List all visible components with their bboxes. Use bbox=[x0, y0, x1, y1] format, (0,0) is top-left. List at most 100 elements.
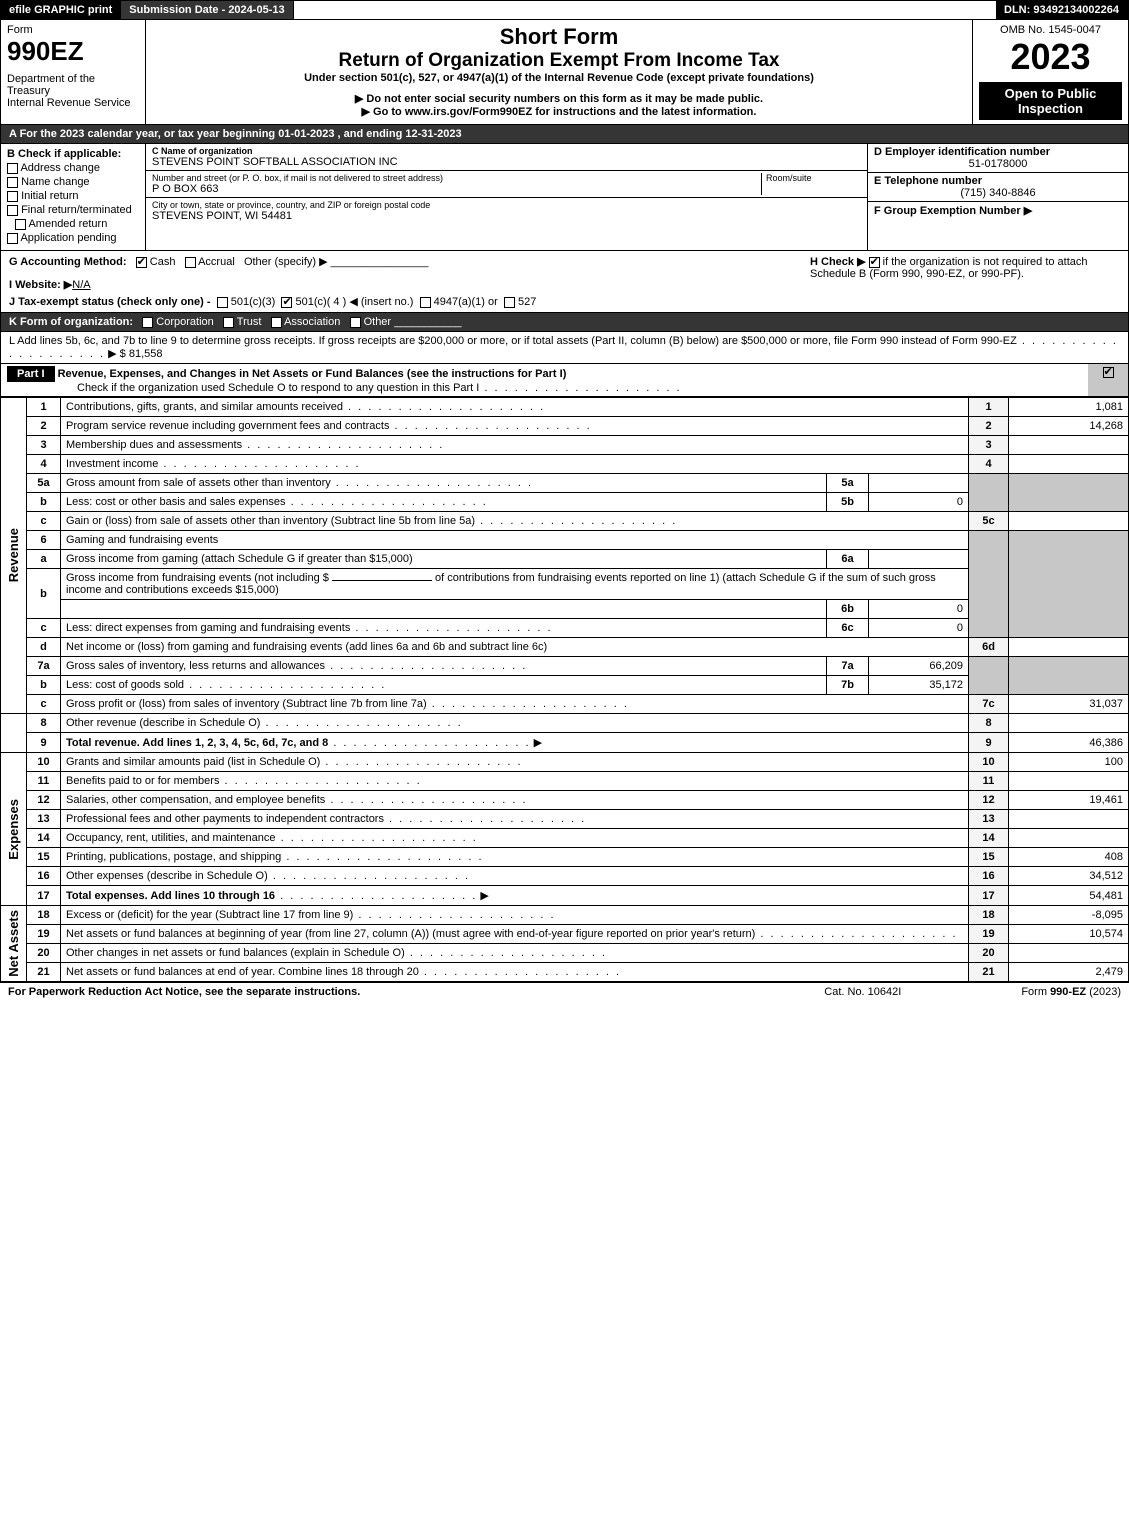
sub-6c: 6c bbox=[827, 619, 869, 638]
lbl-address-change: Address change bbox=[20, 162, 100, 174]
t-5b: Less: cost or other basis and sales expe… bbox=[66, 496, 286, 508]
ln-1: 1 bbox=[27, 398, 61, 417]
num-19: 19 bbox=[969, 925, 1009, 944]
ln-8: 8 bbox=[27, 714, 61, 733]
form-word: Form bbox=[7, 24, 139, 36]
num-18: 18 bbox=[969, 906, 1009, 925]
num-3: 3 bbox=[969, 436, 1009, 455]
t-13: Professional fees and other payments to … bbox=[66, 813, 384, 825]
chk-app-pending[interactable] bbox=[7, 233, 18, 244]
part1-check-text: Check if the organization used Schedule … bbox=[7, 382, 479, 394]
chk-amended-return[interactable] bbox=[15, 219, 26, 230]
chk-address-change[interactable] bbox=[7, 163, 18, 174]
org-city: STEVENS POINT, WI 54481 bbox=[152, 210, 861, 222]
num-8: 8 bbox=[969, 714, 1009, 733]
val-7b: 35,172 bbox=[869, 676, 969, 695]
amt-2: 14,268 bbox=[1009, 417, 1129, 436]
val-6a bbox=[869, 550, 969, 569]
c-name-label: C Name of organization bbox=[152, 146, 861, 156]
amt-19: 10,574 bbox=[1009, 925, 1129, 944]
room-suite-label: Room/suite bbox=[761, 173, 861, 195]
sub-7a: 7a bbox=[827, 657, 869, 676]
num-13: 13 bbox=[969, 810, 1009, 829]
chk-501c[interactable] bbox=[281, 297, 292, 308]
amt-1: 1,081 bbox=[1009, 398, 1129, 417]
footer-left: For Paperwork Reduction Act Notice, see … bbox=[8, 986, 360, 998]
chk-corp[interactable] bbox=[142, 317, 153, 328]
ln-6b: b bbox=[27, 569, 61, 619]
t-7c: Gross profit or (loss) from sales of inv… bbox=[66, 698, 427, 710]
chk-501c3[interactable] bbox=[217, 297, 228, 308]
form-code: 990EZ bbox=[7, 36, 139, 67]
no-ssn-note: ▶ Do not enter social security numbers o… bbox=[152, 92, 966, 105]
sub-5a: 5a bbox=[827, 474, 869, 493]
val-6b: 0 bbox=[869, 600, 969, 619]
c-street-label: Number and street (or P. O. box, if mail… bbox=[152, 173, 761, 183]
amt-9: 46,386 bbox=[1009, 733, 1129, 753]
num-20: 20 bbox=[969, 944, 1009, 963]
rot-revenue: Revenue bbox=[6, 528, 21, 582]
chk-other-org[interactable] bbox=[350, 317, 361, 328]
amt-12: 19,461 bbox=[1009, 791, 1129, 810]
under-section: Under section 501(c), 527, or 4947(a)(1)… bbox=[152, 72, 966, 84]
chk-cash[interactable] bbox=[136, 257, 147, 268]
t-20: Other changes in net assets or fund bala… bbox=[66, 947, 405, 959]
ln-3: 3 bbox=[27, 436, 61, 455]
t-9: Total revenue. Add lines 1, 2, 3, 4, 5c,… bbox=[66, 737, 328, 749]
t-15: Printing, publications, postage, and shi… bbox=[66, 851, 281, 863]
num-21: 21 bbox=[969, 963, 1009, 982]
t-8: Other revenue (describe in Schedule O) bbox=[66, 717, 260, 729]
t-3: Membership dues and assessments bbox=[66, 439, 242, 451]
j-tax-exempt: J Tax-exempt status (check only one) - 5… bbox=[9, 295, 1120, 308]
t-12: Salaries, other compensation, and employ… bbox=[66, 794, 325, 806]
val-6c: 0 bbox=[869, 619, 969, 638]
ln-4: 4 bbox=[27, 455, 61, 474]
amt-10: 100 bbox=[1009, 753, 1129, 772]
chk-initial-return[interactable] bbox=[7, 191, 18, 202]
chk-4947[interactable] bbox=[420, 297, 431, 308]
chk-assoc[interactable] bbox=[271, 317, 282, 328]
chk-h[interactable] bbox=[869, 257, 880, 268]
amt-14 bbox=[1009, 829, 1129, 848]
goto-link[interactable]: ▶ Go to www.irs.gov/Form990EZ for instru… bbox=[152, 105, 966, 118]
amt-21: 2,479 bbox=[1009, 963, 1129, 982]
part1-table: Revenue 1 Contributions, gifts, grants, … bbox=[0, 397, 1129, 982]
lbl-final-return: Final return/terminated bbox=[21, 204, 132, 216]
ln-18: 18 bbox=[27, 906, 61, 925]
t-10: Grants and similar amounts paid (list in… bbox=[66, 756, 320, 768]
ln-15: 15 bbox=[27, 848, 61, 867]
part1-title: Revenue, Expenses, and Changes in Net As… bbox=[58, 368, 567, 380]
amt-7c: 31,037 bbox=[1009, 695, 1129, 714]
amt-11 bbox=[1009, 772, 1129, 791]
lbl-app-pending: Application pending bbox=[20, 232, 116, 244]
chk-527[interactable] bbox=[504, 297, 515, 308]
amt-8 bbox=[1009, 714, 1129, 733]
val-5b: 0 bbox=[869, 493, 969, 512]
t-1: Contributions, gifts, grants, and simila… bbox=[66, 401, 343, 413]
short-form-title: Short Form bbox=[152, 24, 966, 50]
amt-13 bbox=[1009, 810, 1129, 829]
chk-trust[interactable] bbox=[223, 317, 234, 328]
t-7b: Less: cost of goods sold bbox=[66, 679, 184, 691]
lbl-amended-return: Amended return bbox=[28, 218, 107, 230]
t-6a: Gross income from gaming (attach Schedul… bbox=[61, 550, 827, 569]
t-5c: Gain or (loss) from sale of assets other… bbox=[66, 515, 475, 527]
t-21: Net assets or fund balances at end of ye… bbox=[66, 966, 419, 978]
efile-label[interactable]: efile GRAPHIC print bbox=[1, 1, 121, 19]
chk-accrual[interactable] bbox=[185, 257, 196, 268]
t-16: Other expenses (describe in Schedule O) bbox=[66, 870, 268, 882]
ln-7a: 7a bbox=[27, 657, 61, 676]
t-17: Total expenses. Add lines 10 through 16 bbox=[66, 890, 275, 902]
chk-name-change[interactable] bbox=[7, 177, 18, 188]
num-4: 4 bbox=[969, 455, 1009, 474]
ln-13: 13 bbox=[27, 810, 61, 829]
t-5a: Gross amount from sale of assets other t… bbox=[66, 477, 331, 489]
num-5c: 5c bbox=[969, 512, 1009, 531]
c-city-label: City or town, state or province, country… bbox=[152, 200, 861, 210]
ln-6: 6 bbox=[27, 531, 61, 550]
chk-final-return[interactable] bbox=[7, 205, 18, 216]
ln-6d: d bbox=[27, 638, 61, 657]
dept-treasury: Department of the Treasury bbox=[7, 73, 139, 97]
chk-part1-sched-o[interactable] bbox=[1103, 367, 1114, 378]
org-street: P O BOX 663 bbox=[152, 183, 761, 195]
